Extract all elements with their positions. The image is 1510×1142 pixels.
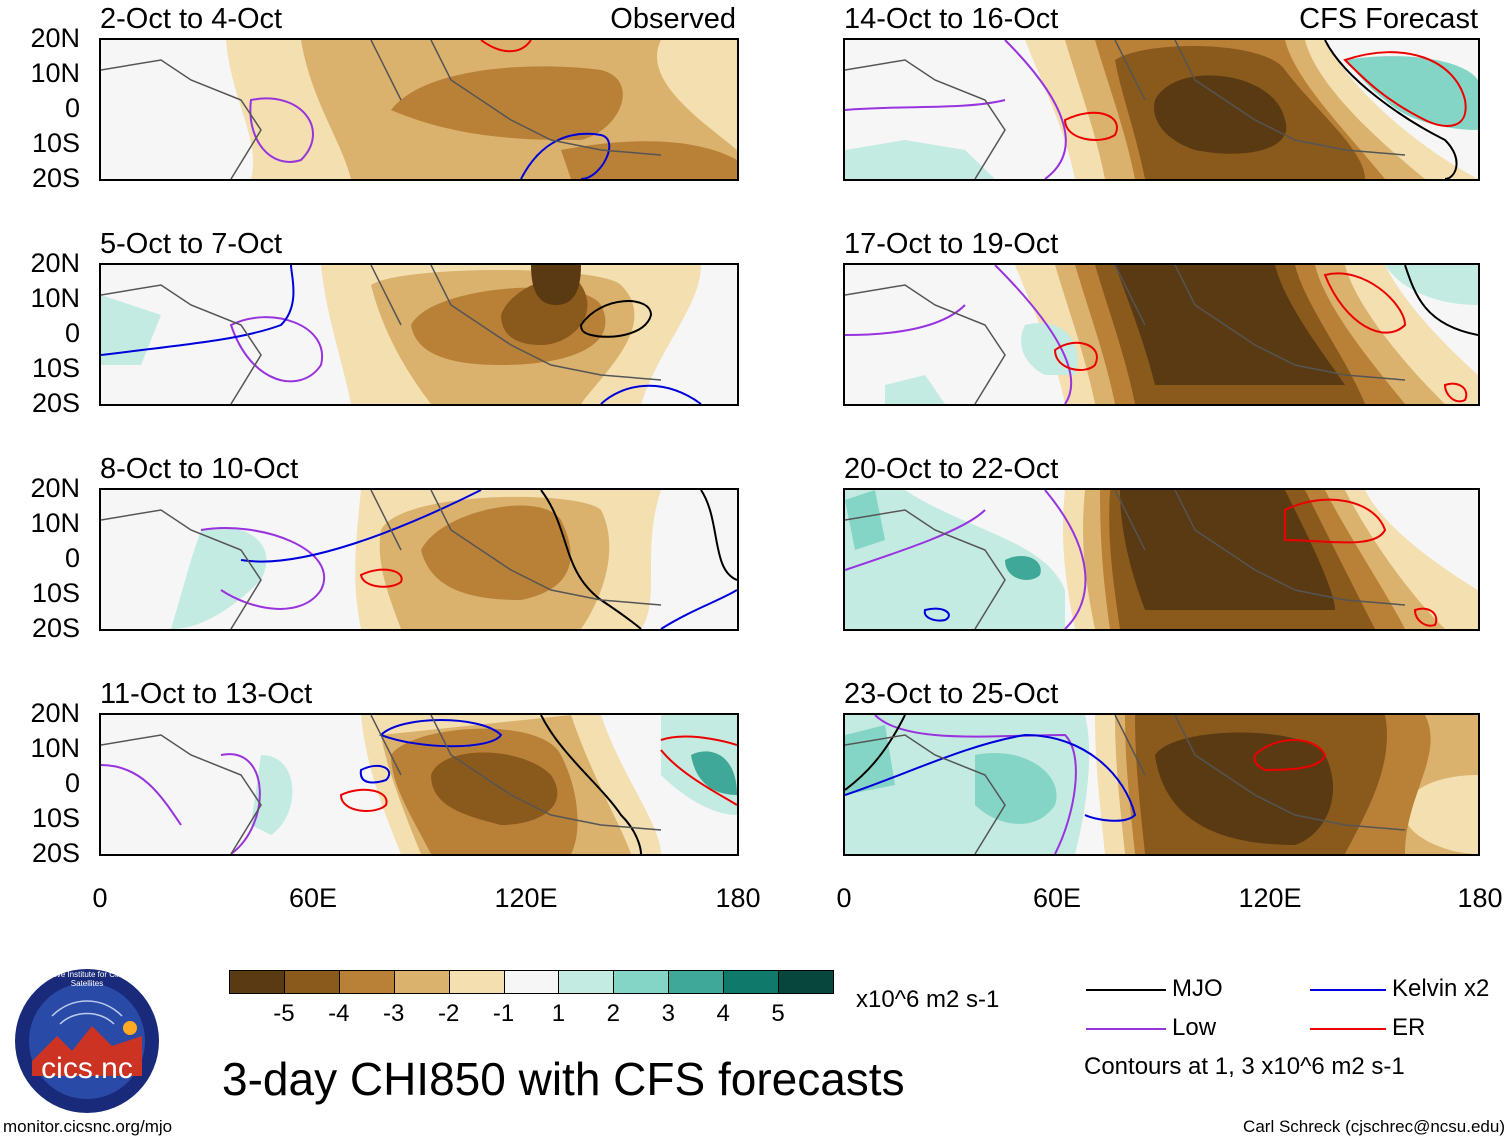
panel-title-5: 8-Oct to 10-Oct [100, 453, 299, 485]
colorbar-label-5: 1 [551, 1000, 566, 1027]
x-tick-right-180: 180 [1457, 883, 1503, 913]
colorbar-label-0: -5 [273, 1000, 295, 1027]
y-tick-row3-0: 20N [30, 473, 80, 503]
colorbar-swatch-neg4 [283, 970, 340, 994]
y-tick-row3-3: 10S [31, 578, 80, 608]
map-panel-3 [99, 263, 739, 406]
x-tick-right-120e: 120E [1238, 883, 1302, 913]
legend-contours-note: Contours at 1, 3 x10^6 m2 s-1 [1084, 1053, 1405, 1080]
colorbar-swatch-pos4 [723, 970, 780, 994]
y-tick-row1-4: 20S [31, 163, 80, 193]
y-tick-row1-3: 10S [31, 128, 80, 158]
y-tick-row2-3: 10S [31, 353, 80, 383]
legend-low-label: Low [1172, 1014, 1217, 1041]
colorbar-label-7: 3 [661, 1000, 675, 1027]
y-tick-row3-4: 20S [31, 613, 80, 643]
panel-title-8: 23-Oct to 25-Oct [844, 678, 1059, 710]
anomaly-neg3 [391, 66, 623, 140]
x-tick-left-180: 180 [715, 883, 761, 913]
colorbar-swatch-neg2 [393, 970, 450, 994]
colorbar-label-8: 4 [716, 1000, 730, 1027]
y-tick-row4-2: 0 [64, 768, 80, 798]
x-tick-left-60e: 60E [288, 883, 338, 913]
map-panel-5 [99, 488, 739, 631]
land-outline [101, 40, 662, 179]
map-panel-1 [99, 38, 739, 181]
colorbar-swatch-neg1 [448, 970, 505, 994]
legend-mjo-label: MJO [1172, 975, 1223, 1002]
panel-label-cfs-forecast: CFS Forecast [1299, 3, 1478, 35]
logo-text: cics.nc [41, 1052, 133, 1085]
colorbar [229, 970, 834, 994]
y-tick-row4-0: 20N [30, 698, 80, 728]
legend-kelvin-label: Kelvin x2 [1392, 975, 1490, 1002]
legend-low-line [1086, 1028, 1166, 1030]
colorbar-swatch-pos1 [558, 970, 615, 994]
panel-title-1: 2-Oct to 4-Oct [100, 3, 283, 35]
colorbar-swatch-pos3 [668, 970, 725, 994]
colorbar-label-2: -3 [383, 1000, 405, 1027]
legend-er-line [1310, 1028, 1386, 1030]
logo-ring-text: Cooperative Institute for Climate and Sa… [22, 970, 152, 988]
y-tick-row2-1: 10N [30, 283, 80, 313]
y-tick-row3-1: 10N [30, 508, 80, 538]
colorbar-label-3: -2 [437, 1000, 460, 1027]
colorbar-label-4: -1 [492, 1000, 515, 1027]
x-tick-right-0: 0 [836, 883, 852, 913]
panel-title-6: 20-Oct to 22-Oct [844, 453, 1059, 485]
colorbar-swatch-pos5 [778, 970, 834, 994]
colorbar-units: x10^6 m2 s-1 [856, 986, 1000, 1013]
y-tick-row1-0: 20N [30, 23, 80, 53]
x-tick-right-60e: 60E [1032, 883, 1082, 913]
panel-title-4: 17-Oct to 19-Oct [844, 228, 1059, 260]
map-panel-8 [843, 713, 1480, 856]
colorbar-swatch-pos2 [613, 970, 670, 994]
y-tick-row1-2: 0 [64, 93, 80, 123]
footer-url: monitor.cicsnc.org/mjo [3, 1117, 173, 1136]
map-panel-7 [99, 713, 739, 856]
legend-mjo-line [1086, 989, 1166, 991]
panel-label-observed: Observed [610, 3, 736, 35]
er-contour [480, 40, 532, 53]
y-tick-row4-1: 10N [30, 733, 80, 763]
map-panel-6 [843, 488, 1480, 631]
cics-logo: cics.nc Cooperative Institute for Climat… [12, 966, 162, 1116]
panel-title-7: 11-Oct to 13-Oct [100, 678, 313, 710]
colorbar-label-1: -4 [328, 1000, 350, 1027]
y-tick-row4-4: 20S [31, 838, 80, 868]
map-panel-2 [843, 38, 1480, 181]
x-tick-left-0: 0 [92, 883, 108, 913]
colorbar-swatch-neg3 [338, 970, 395, 994]
panel-title-3: 5-Oct to 7-Oct [100, 228, 283, 260]
y-tick-row1-1: 10N [30, 58, 80, 88]
y-tick-row2-4: 20S [31, 388, 80, 418]
colorbar-swatch-zero [503, 970, 560, 994]
y-tick-row2-0: 20N [30, 248, 80, 278]
low-contour [249, 97, 314, 163]
y-tick-row4-3: 10S [31, 803, 80, 833]
colorbar-label-9: 5 [771, 1000, 785, 1027]
footer-author: Carl Schreck (cjschrec@ncsu.edu) [1243, 1117, 1505, 1136]
kelvin-contour [520, 132, 611, 179]
map-panel-4 [843, 263, 1480, 406]
panel-title-2: 14-Oct to 16-Oct [844, 3, 1059, 35]
colorbar-label-6: 2 [606, 1000, 621, 1027]
legend-kelvin-line [1310, 989, 1386, 991]
y-tick-row2-2: 0 [64, 318, 80, 348]
main-title: 3-day CHI850 with CFS forecasts [222, 1053, 905, 1105]
colorbar-swatch-neg5 [229, 970, 285, 994]
legend-er-label: ER [1392, 1014, 1426, 1041]
x-tick-left-120e: 120E [494, 883, 558, 913]
y-tick-row3-2: 0 [64, 543, 80, 573]
